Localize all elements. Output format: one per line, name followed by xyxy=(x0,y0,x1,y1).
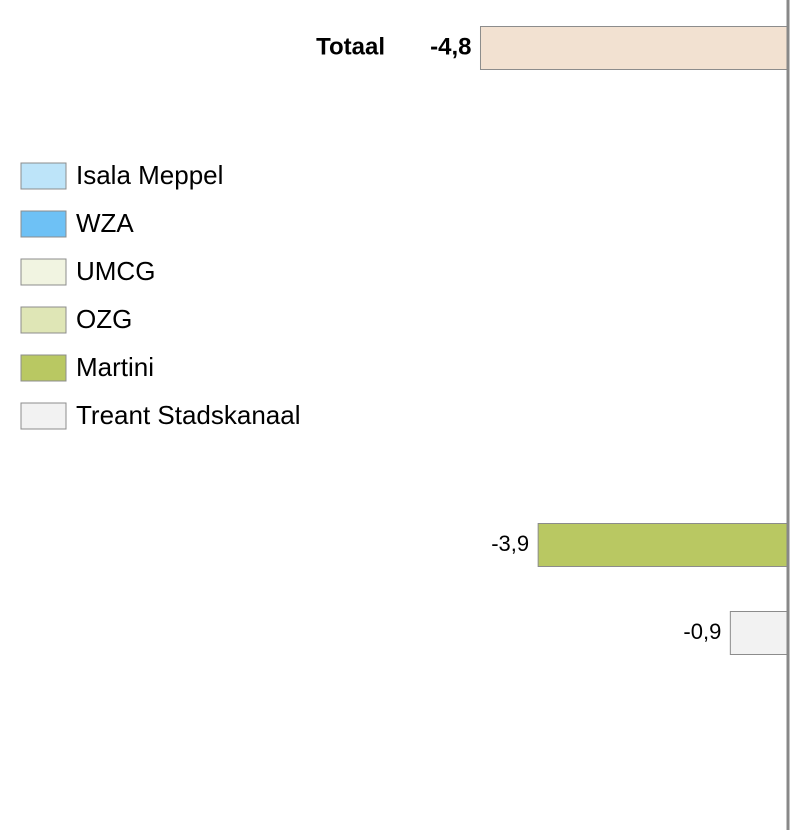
value-label: -0,9 xyxy=(683,619,721,644)
legend-label: UMCG xyxy=(76,256,155,286)
legend-label: Isala Meppel xyxy=(76,160,223,190)
legend-label: WZA xyxy=(76,208,134,238)
legend-swatch xyxy=(20,210,67,238)
value-label: -4,8 xyxy=(430,33,471,60)
bar xyxy=(729,611,789,655)
legend-swatch xyxy=(20,402,67,430)
value-label: -3,9 xyxy=(491,531,529,556)
legend-swatch xyxy=(20,258,67,286)
legend-swatch xyxy=(20,306,67,334)
legend-label: OZG xyxy=(76,304,132,334)
bar xyxy=(479,26,789,70)
legend-swatch xyxy=(20,162,67,190)
category-label: Totaal xyxy=(316,33,385,60)
legend-swatch xyxy=(20,354,67,382)
bar xyxy=(537,523,789,567)
legend-label: Treant Stadskanaal xyxy=(76,400,301,430)
legend-label: Martini xyxy=(76,352,154,382)
